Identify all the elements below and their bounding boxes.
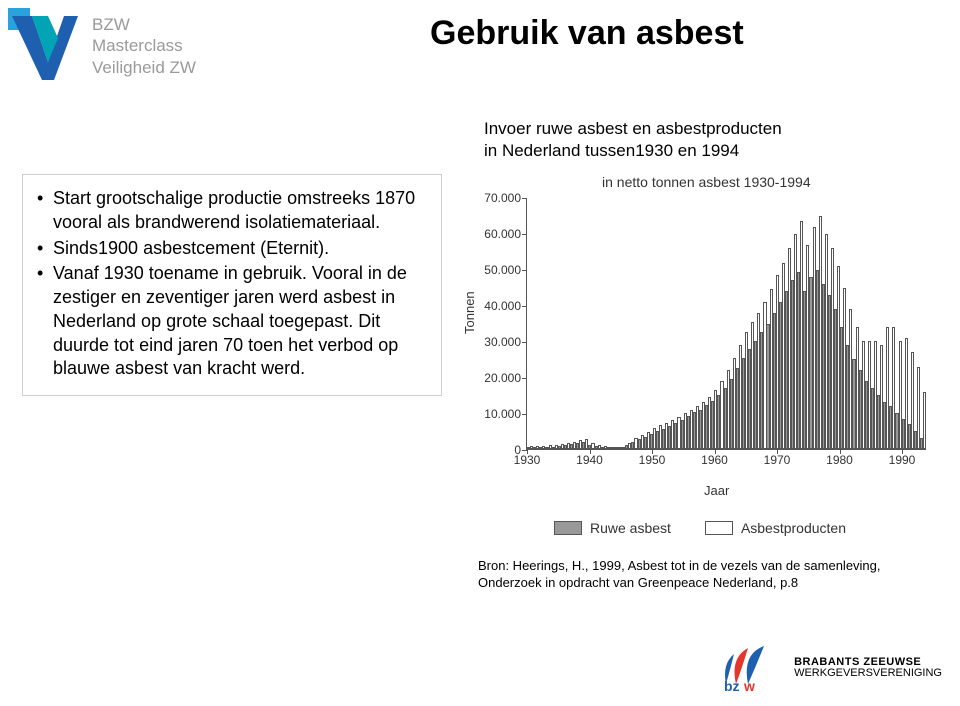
subtitle-line1: Invoer ruwe asbest en asbestproducten <box>484 118 782 140</box>
bullet-item: Vanaf 1930 toename in gebruik. Vooral in… <box>37 262 427 381</box>
y-tick-label: 30.000 <box>477 335 521 349</box>
y-axis-label: Tonnen <box>462 291 477 334</box>
source-line1: Bron: Heerings, H., 1999, Asbest tot in … <box>478 558 938 575</box>
year-column <box>920 198 926 449</box>
footer-line2: WERKGEVERSVERENIGING <box>794 668 942 679</box>
legend-item-ruwe: Ruwe asbest <box>554 520 671 536</box>
bullet-item: Start grootschalige productie omstreeks … <box>37 187 427 235</box>
x-tick-label: 1950 <box>639 453 666 467</box>
chart-title: in netto tonnen asbest 1930-1994 <box>602 174 811 190</box>
bar-prod <box>923 392 926 449</box>
bullet-item: Sinds1900 asbestcement (Eternit). <box>37 237 427 261</box>
legend-label-ruwe: Ruwe asbest <box>590 520 671 536</box>
x-tick-label: 1970 <box>764 453 791 467</box>
x-axis-label: Jaar <box>704 483 729 498</box>
y-tick-label: 60.000 <box>477 227 521 241</box>
footer-text: BRABANTS ZEEUWSE WERKGEVERSVERENIGING <box>794 657 942 679</box>
logo-text: BZW Masterclass Veiligheid ZW <box>92 14 196 78</box>
v-logo-icon <box>8 8 82 88</box>
x-tick-label: 1930 <box>514 453 541 467</box>
page-title: Gebruik van asbest <box>430 14 744 53</box>
legend-swatch-prod <box>705 521 733 535</box>
x-tick-label: 1960 <box>701 453 728 467</box>
bar-chart: in netto tonnen asbest 1930-1994 Tonnen … <box>464 174 940 536</box>
legend-item-prod: Asbestproducten <box>705 520 846 536</box>
y-tick-label: 20.000 <box>477 371 521 385</box>
logo-line1: BZW <box>92 14 196 35</box>
chart-subtitle: Invoer ruwe asbest en asbestproducten in… <box>484 118 782 162</box>
svg-text:w: w <box>743 678 755 692</box>
legend-label-prod: Asbestproducten <box>741 520 846 536</box>
chart-plot: 010.00020.00030.00040.00050.00060.00070.… <box>526 198 926 450</box>
svg-text:bz: bz <box>724 678 740 692</box>
y-tick-label: 50.000 <box>477 263 521 277</box>
source-line2: Onderzoek in opdracht van Greenpeace Ned… <box>478 575 938 592</box>
logo-line2: Masterclass <box>92 35 196 56</box>
legend-swatch-ruwe <box>554 521 582 535</box>
subtitle-line2: in Nederland tussen1930 en 1994 <box>484 140 782 162</box>
chart-bars <box>527 198 926 449</box>
chart-legend: Ruwe asbest Asbestproducten <box>554 520 846 536</box>
bullet-box: Start grootschalige productie omstreeks … <box>22 174 442 396</box>
bzw-logo-icon: bz w <box>720 644 784 692</box>
x-tick-label: 1940 <box>576 453 603 467</box>
footer-logo: bz w BRABANTS ZEEUWSE WERKGEVERSVERENIGI… <box>720 644 942 692</box>
logo-line3: Veiligheid ZW <box>92 57 196 78</box>
x-tick-label: 1980 <box>826 453 853 467</box>
header-logo: BZW Masterclass Veiligheid ZW <box>8 8 196 88</box>
y-tick-label: 40.000 <box>477 299 521 313</box>
y-tick-label: 70.000 <box>477 191 521 205</box>
x-tick-label: 1990 <box>889 453 916 467</box>
source-citation: Bron: Heerings, H., 1999, Asbest tot in … <box>478 558 938 592</box>
y-tick-label: 10.000 <box>477 407 521 421</box>
